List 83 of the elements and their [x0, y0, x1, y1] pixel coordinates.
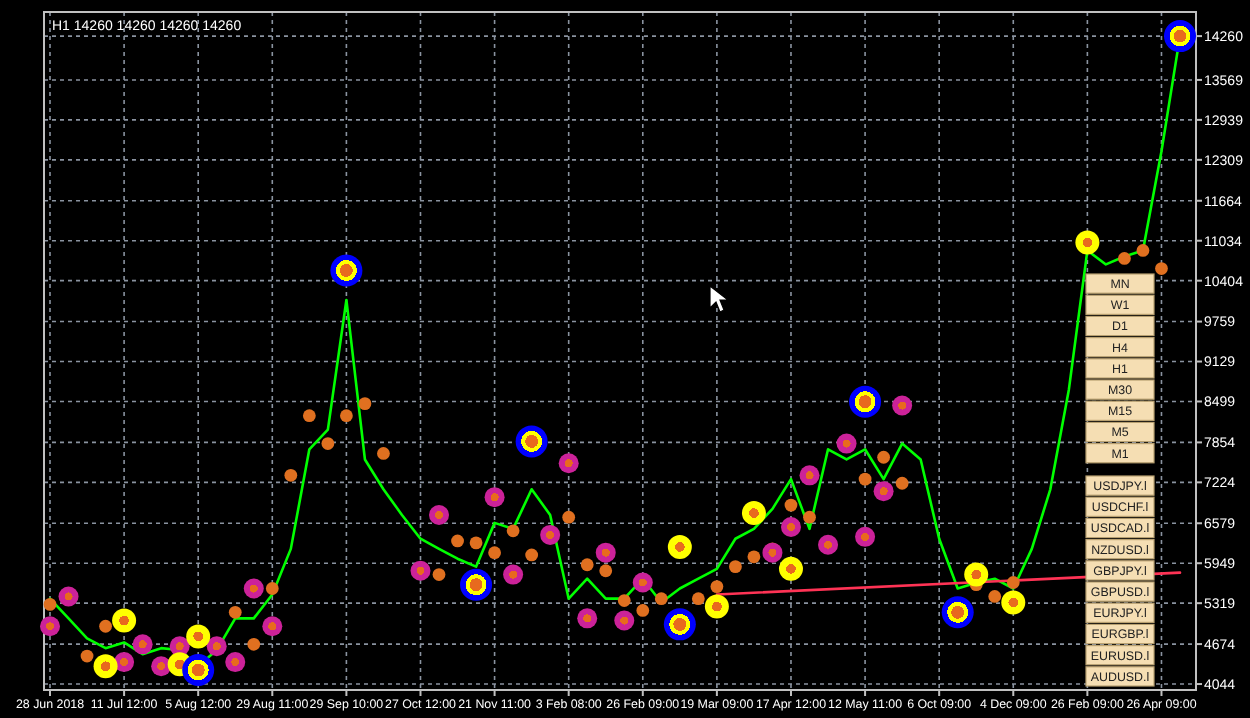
- point: [469, 536, 483, 550]
- point: [784, 498, 798, 512]
- point: [429, 504, 450, 525]
- point: [762, 542, 783, 563]
- point: [799, 465, 820, 486]
- point: [1155, 262, 1168, 275]
- point: [339, 409, 353, 423]
- point: [451, 534, 464, 548]
- point: [595, 542, 616, 563]
- point: [892, 395, 913, 416]
- point: [432, 568, 446, 581]
- point: [1118, 252, 1131, 265]
- point: [778, 556, 803, 581]
- point: [636, 604, 650, 617]
- point: [484, 487, 505, 508]
- point: [243, 578, 264, 599]
- point: [1136, 244, 1150, 257]
- point: [40, 616, 60, 637]
- point: [151, 656, 172, 677]
- point: [780, 517, 801, 537]
- point: [614, 610, 635, 631]
- point: [1001, 590, 1026, 615]
- point: [515, 425, 548, 458]
- point: [506, 524, 520, 538]
- point: [849, 385, 882, 418]
- point: [941, 596, 974, 629]
- point: [855, 526, 876, 547]
- point: [877, 450, 891, 464]
- point: [895, 476, 909, 490]
- point: [663, 608, 696, 641]
- point: [577, 608, 598, 629]
- point: [58, 586, 79, 607]
- point: [873, 481, 894, 502]
- point: [265, 582, 279, 595]
- point: [558, 453, 579, 474]
- point: [330, 254, 363, 287]
- point: [503, 564, 524, 585]
- point: [803, 510, 816, 524]
- point: [599, 564, 613, 578]
- point: [858, 472, 872, 486]
- point: [704, 594, 729, 619]
- point: [206, 636, 227, 657]
- point: [112, 608, 137, 633]
- point: [741, 501, 766, 526]
- point: [836, 433, 857, 454]
- point: [818, 534, 839, 555]
- point: [540, 524, 561, 545]
- point: [525, 548, 539, 562]
- point: [667, 534, 692, 559]
- point: [580, 558, 594, 572]
- point: [964, 562, 989, 587]
- point: [80, 649, 94, 663]
- point: [488, 546, 501, 560]
- point: [358, 397, 372, 411]
- point: [691, 592, 705, 606]
- point: [93, 654, 118, 679]
- point: [132, 634, 153, 655]
- point: [262, 616, 283, 637]
- point: [747, 550, 761, 564]
- point: [182, 654, 215, 687]
- point: [225, 652, 246, 673]
- point: [1006, 576, 1020, 589]
- point: [302, 409, 316, 423]
- point: [460, 568, 493, 601]
- point: [228, 605, 242, 619]
- point: [617, 594, 631, 607]
- point: [114, 652, 135, 673]
- point: [43, 597, 57, 611]
- point: [562, 510, 576, 524]
- point: [1164, 20, 1196, 53]
- point: [284, 468, 298, 482]
- point: [632, 572, 653, 593]
- point: [321, 437, 335, 450]
- point: [710, 580, 724, 594]
- point: [729, 560, 742, 574]
- point: [377, 447, 390, 460]
- point: [988, 590, 1002, 603]
- point: [186, 624, 211, 649]
- point: [99, 619, 112, 633]
- point: [1075, 230, 1100, 255]
- point: [654, 592, 668, 606]
- point: [247, 637, 261, 651]
- point: [410, 560, 431, 581]
